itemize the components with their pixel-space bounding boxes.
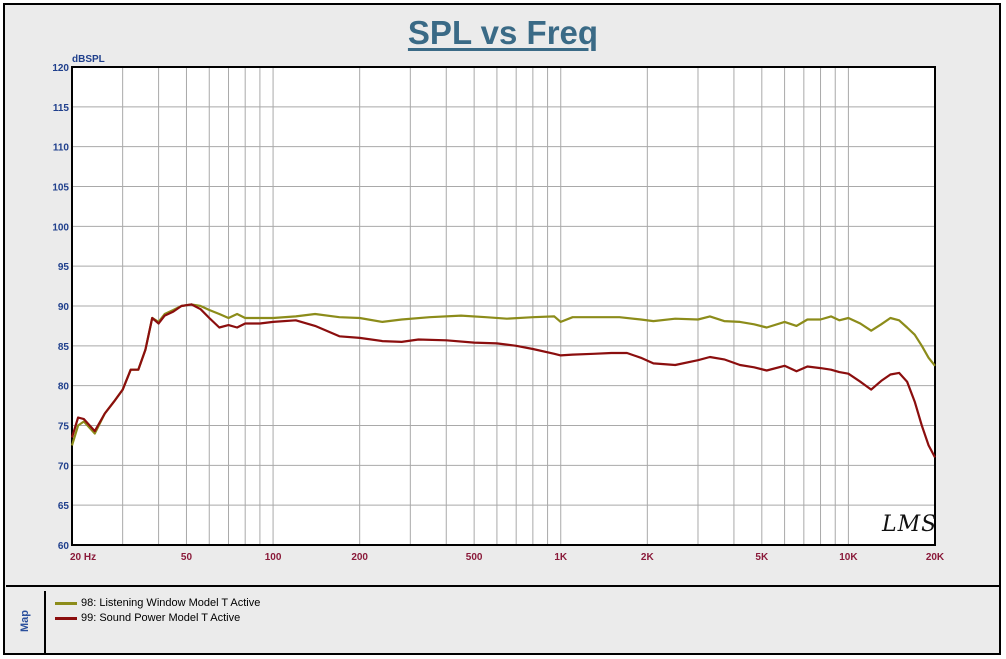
legend-swatch-listening-window <box>55 601 77 605</box>
x-tick-label: 100 <box>265 552 282 563</box>
x-tick-label: 1K <box>554 552 568 563</box>
plot-border <box>71 66 936 546</box>
y-axis-label: dBSPL <box>72 54 105 65</box>
x-tick-label: 50 <box>181 552 193 563</box>
y-tick-label: 95 <box>58 262 70 273</box>
legend-entry-sound-power[interactable]: 99: Sound Power Model T Active <box>55 612 240 624</box>
y-tick-label: 85 <box>58 342 70 353</box>
y-tick-label: 60 <box>58 541 70 552</box>
y-tick-label: 105 <box>52 183 69 194</box>
legend-panel <box>6 585 1000 657</box>
y-tick-label: 65 <box>58 501 70 512</box>
x-tick-label: 2K <box>641 552 655 563</box>
legend-label-sound-power: 99: Sound Power Model T Active <box>81 612 241 624</box>
legend-entry-listening-window[interactable]: 98: Listening Window Model T Active <box>55 597 260 609</box>
lms-logo: LMS <box>882 512 938 537</box>
y-tick-label: 80 <box>58 382 70 393</box>
x-tick-label: 20K <box>926 552 945 563</box>
legend-tab <box>6 591 46 655</box>
x-tick-label: 200 <box>351 552 368 563</box>
grid-layer <box>71 66 936 546</box>
y-tick-label: 120 <box>52 63 69 74</box>
tick-layer: 60 65 70 75 80 85 90 95 100 105 110 115 120 20 Hz 50 10… <box>52 63 945 563</box>
series-line-1 <box>70 303 936 458</box>
y-tick-label: 90 <box>58 302 70 313</box>
plot-area: 60 65 70 75 80 85 90 95 100 105 110 115 120 20 Hz 50 10… <box>52 54 945 563</box>
legend-tab-label[interactable]: Map <box>19 610 31 632</box>
series-layer <box>70 303 936 458</box>
y-tick-label: 110 <box>53 143 70 154</box>
chart-title: SPL vs Freq <box>407 14 599 51</box>
y-tick-label: 115 <box>53 103 70 114</box>
x-tick-label: 10K <box>839 552 858 563</box>
x-tick-label: 500 <box>466 552 483 563</box>
x-tick-label: 5K <box>755 552 769 563</box>
y-tick-label: 75 <box>58 422 70 433</box>
legend-label-listening-window: 98: Listening Window Model T Active <box>81 597 261 609</box>
legend-swatch-sound-power <box>55 616 77 620</box>
y-tick-label: 70 <box>58 461 70 472</box>
x-tick-label: 20 Hz <box>70 552 96 563</box>
y-tick-label: 100 <box>52 222 69 233</box>
